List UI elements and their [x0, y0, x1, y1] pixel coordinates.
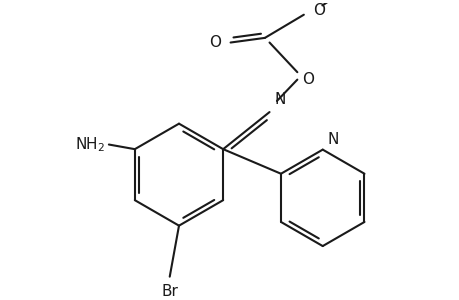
- Text: O: O: [313, 3, 325, 18]
- Text: O: O: [301, 72, 313, 87]
- Text: Br: Br: [161, 284, 178, 299]
- Text: N: N: [274, 92, 285, 107]
- Text: O: O: [209, 35, 221, 50]
- Text: N: N: [327, 132, 338, 147]
- Text: NH$_2$: NH$_2$: [75, 135, 105, 154]
